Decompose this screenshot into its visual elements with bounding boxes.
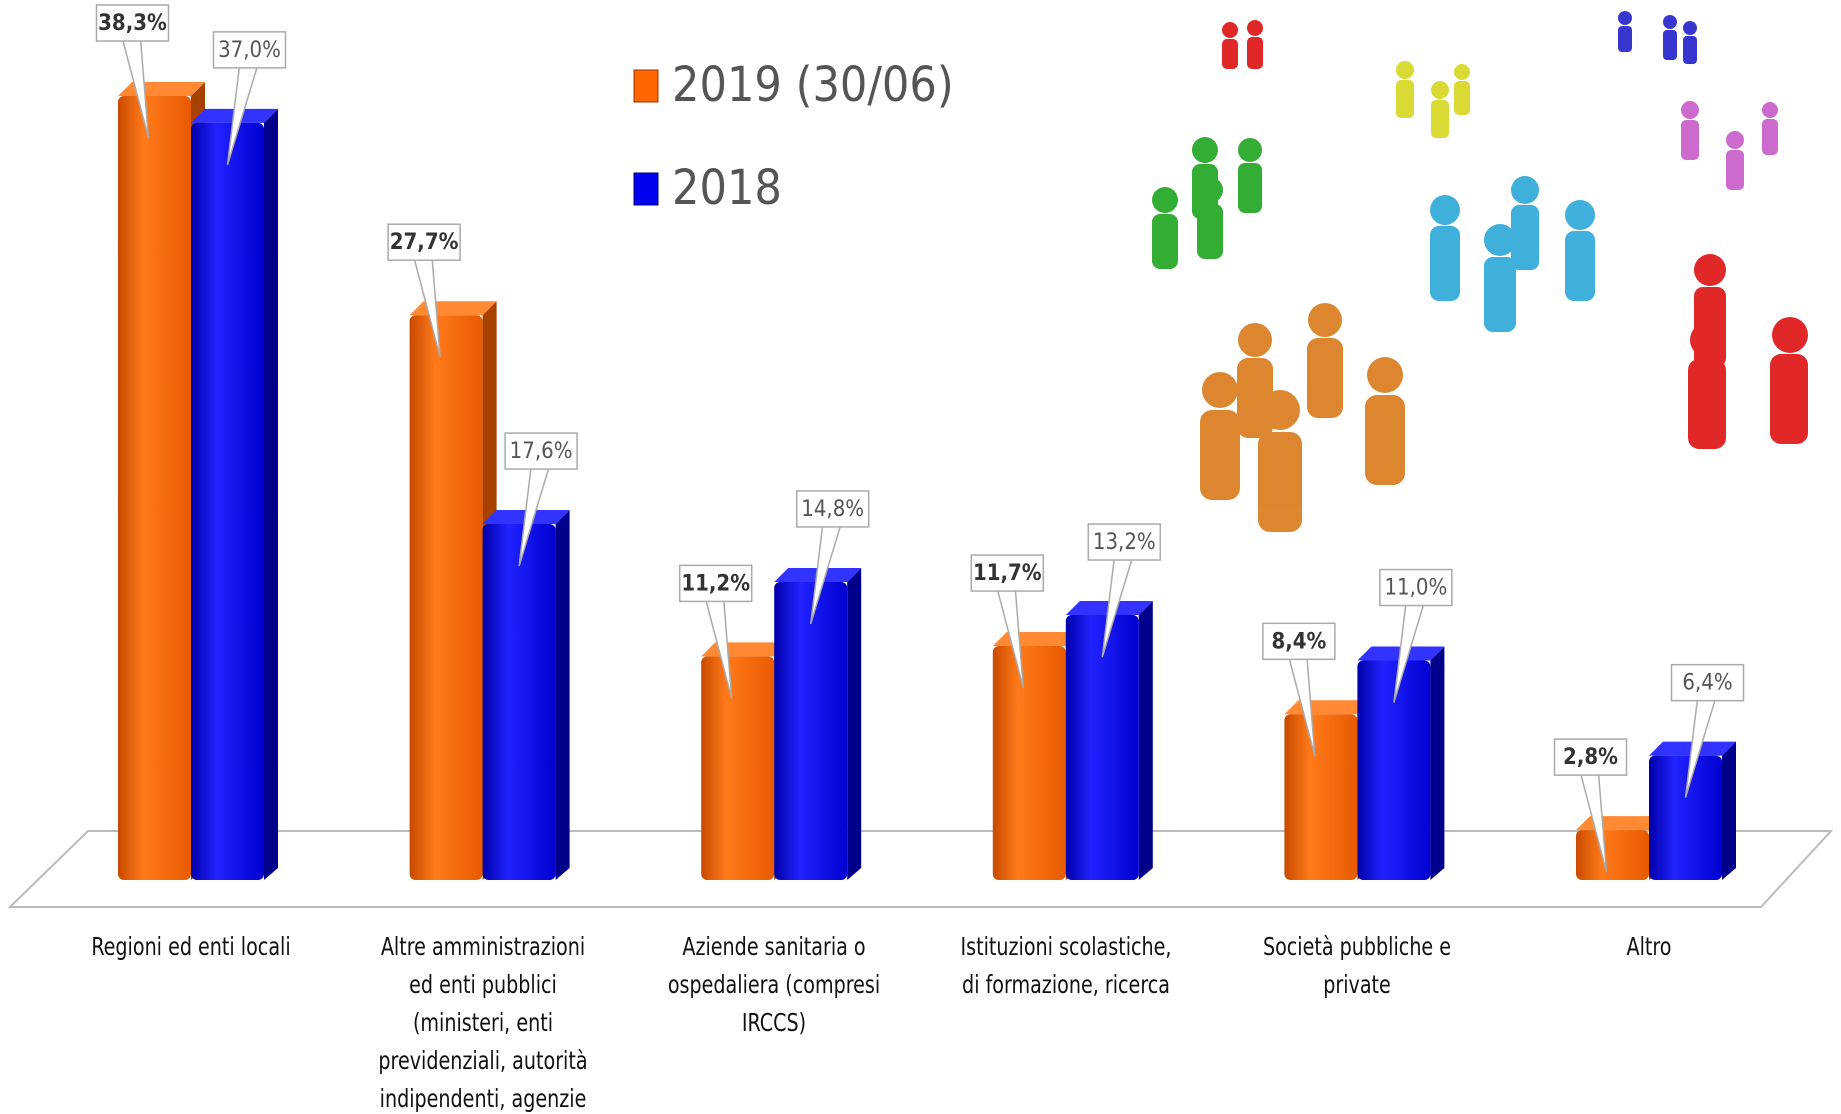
- category-label: Aziende sanitaria o ospedaliera (compres…: [668, 932, 881, 1037]
- bar-side: [847, 567, 862, 880]
- bar: [118, 96, 191, 880]
- bar-group: [1649, 741, 1736, 880]
- value-label: 38,3%: [98, 11, 167, 36]
- value-label: 2,8%: [1563, 745, 1618, 770]
- bar-side: [555, 510, 570, 880]
- callout-box: [387, 223, 461, 261]
- bar-side: [1722, 741, 1736, 880]
- bar: [774, 581, 848, 880]
- category-label: Regioni ed enti locali: [91, 932, 291, 961]
- bar-side: [1138, 601, 1153, 880]
- value-label: 13,2%: [1093, 530, 1156, 555]
- bar: [1649, 755, 1722, 880]
- callout-box: [970, 554, 1045, 592]
- value-label: 11,2%: [681, 571, 750, 596]
- value-label: 14,8%: [801, 497, 864, 522]
- bar-group: [1065, 601, 1153, 880]
- category-label: Istituzioni scolastiche, di formazione, …: [960, 932, 1172, 999]
- floor: [7, 830, 1834, 908]
- bar-top: [409, 301, 497, 316]
- bar-group: [774, 567, 862, 880]
- category-label: Altro: [1626, 932, 1672, 961]
- bar: [1357, 660, 1431, 880]
- bar: [409, 315, 483, 881]
- bar: [1065, 615, 1139, 880]
- category-label: Società pubbliche e private: [1263, 932, 1452, 999]
- bar-side: [264, 108, 278, 880]
- bar: [992, 646, 1066, 880]
- callout-box: [1670, 663, 1745, 702]
- people-illustration: [1152, 11, 1808, 532]
- callout-box: [212, 31, 287, 69]
- callout-box: [504, 432, 578, 470]
- legend-swatch: [633, 172, 659, 206]
- bar: [1284, 714, 1358, 880]
- bar: [1576, 830, 1649, 880]
- callout-box: [1553, 738, 1628, 776]
- bar: [701, 656, 775, 880]
- legend-label: 2018: [672, 160, 782, 216]
- bar-group: [482, 510, 570, 880]
- callout-box: [1262, 622, 1336, 661]
- value-label: 8,4%: [1271, 629, 1326, 654]
- category-label: Altre amministrazioni ed enti pubblici (…: [378, 932, 588, 1113]
- value-label: 11,7%: [973, 561, 1042, 586]
- callout-box: [678, 564, 753, 603]
- bar: [191, 122, 264, 880]
- legend-label: 2019 (30/06): [672, 57, 954, 113]
- value-label: 37,0%: [218, 38, 281, 63]
- value-label: 27,7%: [390, 230, 459, 255]
- value-label: 11,0%: [1384, 576, 1447, 601]
- value-label: 6,4%: [1682, 671, 1732, 696]
- callout-box: [1087, 523, 1162, 561]
- bar-side: [1430, 646, 1445, 880]
- bar: [482, 524, 556, 880]
- legend-swatch: [633, 69, 659, 103]
- bar-top: [118, 82, 205, 96]
- bar-group: [191, 108, 278, 880]
- callout-box: [95, 4, 170, 42]
- callout-box: [1379, 568, 1453, 607]
- callout-box: [795, 490, 870, 528]
- value-label: 17,6%: [510, 439, 573, 464]
